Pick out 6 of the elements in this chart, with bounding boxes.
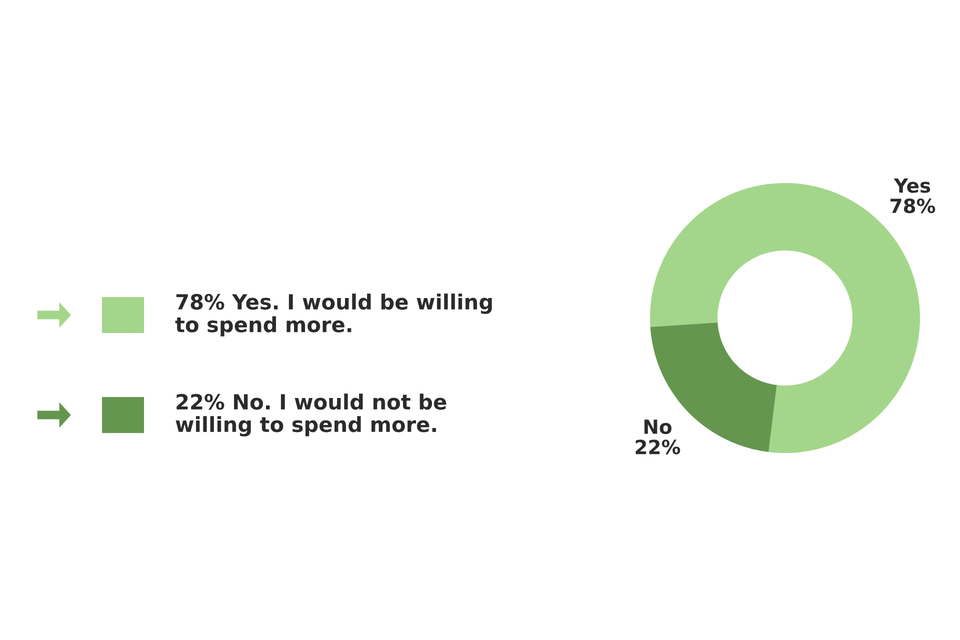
text: 78% Yes. I would be willing to spend more. — [175, 294, 492, 336]
data-label: 22% — [636, 440, 680, 454]
slice-label: No — [644, 420, 672, 434]
slice-label: Yes — [894, 178, 930, 193]
text: 22% No. I would not be willing to spend more. — [176, 394, 446, 436]
data-label: 78% — [890, 198, 936, 214]
